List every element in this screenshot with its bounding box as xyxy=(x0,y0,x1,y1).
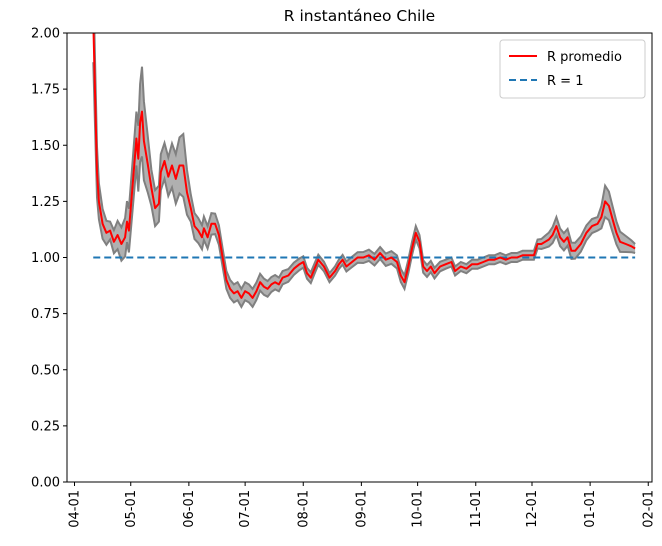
band-lower-edge xyxy=(92,62,636,309)
x-tick-label: 12-01 xyxy=(525,490,540,528)
x-tick-label: 11-01 xyxy=(469,490,484,528)
y-tick-label: 1.00 xyxy=(31,251,60,266)
y-tick-label: 0.00 xyxy=(31,476,60,491)
y-tick-label: 2.00 xyxy=(31,27,60,42)
chart-title: R instantáneo Chile xyxy=(284,7,435,25)
legend-label-r-promedio: R promedio xyxy=(547,50,622,65)
x-tick-label: 04-01 xyxy=(68,490,83,528)
x-tick-label: 09-01 xyxy=(354,490,369,528)
legend: R promedio R = 1 xyxy=(499,39,646,99)
x-tick-label: 05-01 xyxy=(124,490,139,528)
x-tick-label: 02-01 xyxy=(641,490,656,528)
series-line-r-promedio xyxy=(92,33,636,299)
legend-label-r-1: R = 1 xyxy=(547,74,583,89)
legend-box xyxy=(499,39,646,99)
y-tick-label: 0.50 xyxy=(31,363,60,378)
y-tick-label: 1.75 xyxy=(31,83,60,98)
y-tick-label: 1.25 xyxy=(31,195,60,210)
series-lines xyxy=(92,33,636,299)
x-tick-label: 01-01 xyxy=(583,490,598,528)
x-tick-label: 10-01 xyxy=(411,490,426,528)
y-tick-label: 0.75 xyxy=(31,307,60,322)
y-tick-label: 1.50 xyxy=(31,139,60,154)
y-tick-label: 0.25 xyxy=(31,419,60,434)
x-tick-label: 07-01 xyxy=(238,490,253,528)
x-tick-label: 06-01 xyxy=(182,490,197,528)
uncertainty-band xyxy=(92,33,636,309)
axes: 0.00 0.25 0.50 0.75 1.00 1.25 1.50 1.75 2.00 04-0… xyxy=(31,27,656,528)
x-tick-label: 08-01 xyxy=(296,490,311,528)
band-upper-edge xyxy=(93,33,636,291)
